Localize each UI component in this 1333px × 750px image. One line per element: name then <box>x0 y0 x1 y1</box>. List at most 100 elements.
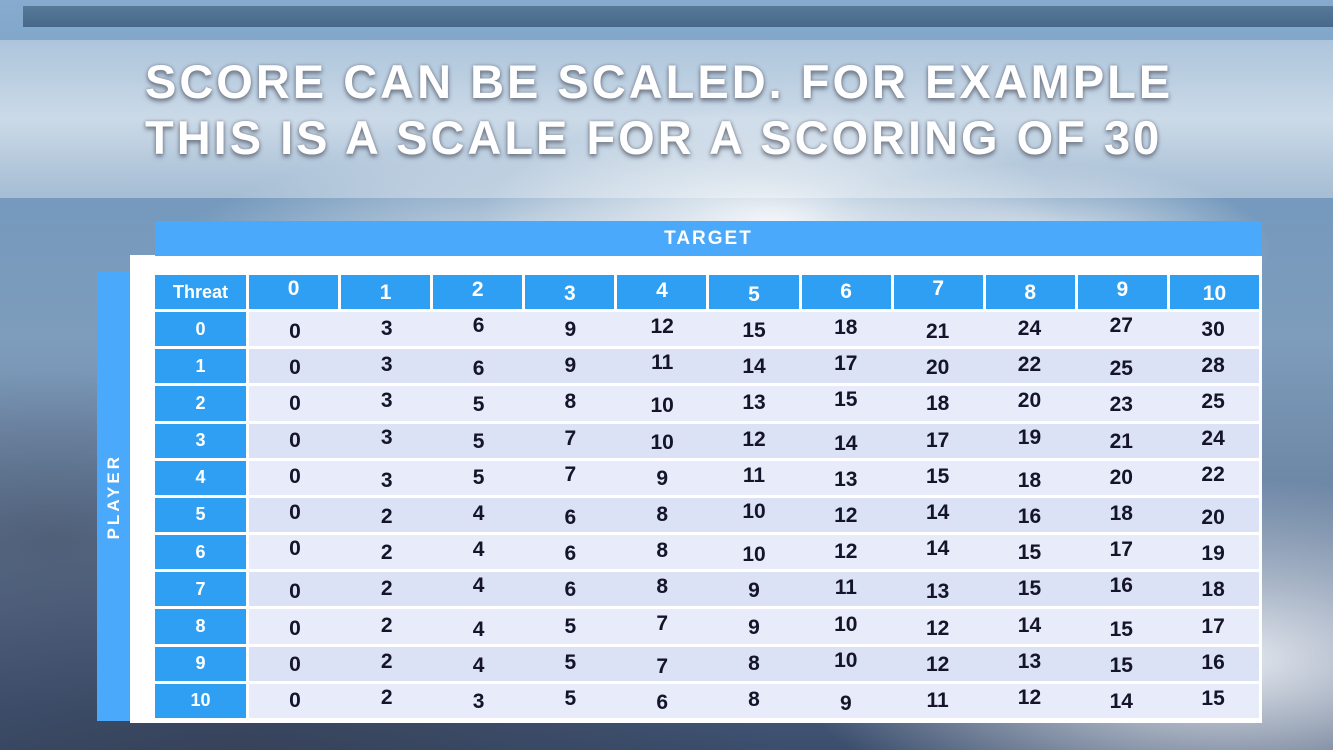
score-cell: 24 <box>1201 426 1225 450</box>
col-header: 1 <box>341 275 431 309</box>
row-header: 0 <box>155 312 246 347</box>
score-cell: 20 <box>1017 389 1042 413</box>
score-row: 0 2 4 5 7 8 10 12 13 15 16 <box>249 646 1259 681</box>
player-axis-header: PLAYER <box>97 272 130 721</box>
score-cell: 7 <box>656 654 669 678</box>
score-cell: 3 <box>380 317 393 341</box>
score-cell: 17 <box>1201 614 1225 638</box>
score-cell: 6 <box>472 314 485 338</box>
row-header: 10 <box>155 683 246 718</box>
score-cell: 16 <box>1201 650 1225 674</box>
score-cell: 2 <box>380 577 393 601</box>
score-cell: 7 <box>564 462 577 486</box>
slide-title-line1: SCORE CAN BE SCALED. FOR EXAMPLE <box>145 55 1174 108</box>
score-cell: 15 <box>1017 541 1042 565</box>
score-cell: 13 <box>925 580 950 604</box>
score-cell: 10 <box>650 430 674 454</box>
col-header-label: 4 <box>656 279 668 302</box>
score-cell: 27 <box>1109 314 1133 338</box>
score-cell: 14 <box>925 500 950 524</box>
score-cell: 0 <box>289 580 301 604</box>
score-cell: 4 <box>472 653 485 677</box>
score-cell: 6 <box>564 505 577 529</box>
score-cell: 15 <box>1017 577 1042 601</box>
score-cell: 12 <box>834 503 858 527</box>
score-cell: 5 <box>564 686 577 710</box>
score-cell: 6 <box>564 542 577 566</box>
score-cell: 18 <box>1109 501 1133 525</box>
score-row: 0 3 5 8 10 13 15 18 20 23 25 <box>249 386 1259 421</box>
col-header-label: 10 <box>1202 282 1227 305</box>
row-header: 7 <box>155 572 246 607</box>
score-row: 0 2 3 5 6 8 9 11 12 14 15 <box>249 683 1259 718</box>
score-row: 0 3 6 9 11 14 17 20 22 25 28 <box>249 349 1259 384</box>
score-cell: 4 <box>472 538 485 562</box>
score-cell: 9 <box>748 579 760 603</box>
score-cell: 4 <box>472 501 485 525</box>
score-cell: 19 <box>1017 425 1042 449</box>
score-cell: 12 <box>834 540 858 564</box>
score-cell: 5 <box>472 465 485 489</box>
col-header: 7 <box>893 275 983 309</box>
score-cell: 0 <box>289 500 301 524</box>
score-cell: 18 <box>1201 578 1225 602</box>
col-header-label: 7 <box>932 277 945 300</box>
row-header: 4 <box>155 460 246 495</box>
score-cell: 10 <box>834 648 858 672</box>
score-cell: 20 <box>1109 465 1133 489</box>
score-cell: 0 <box>289 356 301 380</box>
score-cell: 24 <box>1017 317 1042 341</box>
score-cell: 15 <box>1201 686 1225 710</box>
score-cell: 13 <box>1017 649 1042 673</box>
score-cell: 21 <box>1109 429 1133 453</box>
score-cell: 3 <box>380 468 393 492</box>
score-cell: 12 <box>1017 685 1042 709</box>
score-cell: 30 <box>1201 318 1225 342</box>
score-cell: 9 <box>656 466 669 490</box>
score-cell: 0 <box>289 616 301 640</box>
row-header: 5 <box>155 497 246 533</box>
score-cell: 13 <box>742 391 766 415</box>
score-cell: 12 <box>650 315 674 339</box>
score-cell: 2 <box>380 649 393 673</box>
col-header: 4 <box>617 275 707 309</box>
score-cell: 20 <box>1201 505 1225 529</box>
score-cell: 5 <box>564 650 577 674</box>
score-cell: 18 <box>1017 468 1042 492</box>
col-header-label: 0 <box>287 277 300 300</box>
score-cell: 11 <box>651 351 674 375</box>
slide-title-line2: THIS IS A SCALE FOR A SCORING OF 30 <box>145 111 1163 165</box>
score-cell: 10 <box>834 612 858 636</box>
score-row: 0 2 4 6 8 10 12 14 15 17 19 <box>249 535 1259 570</box>
row-header: 6 <box>155 535 246 570</box>
score-cell: 14 <box>1109 689 1133 713</box>
corner-header-threat: Threat <box>155 275 246 309</box>
score-cell: 7 <box>564 426 577 450</box>
col-header-label: 6 <box>840 280 852 303</box>
score-cell: 2 <box>380 613 393 637</box>
score-cell: 12 <box>925 616 950 640</box>
score-row: 0 3 5 7 9 11 13 15 18 20 22 <box>249 460 1259 495</box>
score-cell: 18 <box>925 392 950 416</box>
score-cell: 15 <box>1109 653 1133 677</box>
score-cell: 13 <box>834 467 858 491</box>
score-cell: 14 <box>925 537 950 561</box>
score-cell: 25 <box>1109 357 1133 381</box>
col-header: 3 <box>525 275 615 309</box>
col-header: 2 <box>433 275 523 309</box>
target-axis-label: TARGET <box>664 227 753 249</box>
score-cell: 8 <box>656 575 669 599</box>
score-cell: 0 <box>289 464 301 488</box>
col-header: 5 <box>709 275 799 309</box>
score-cell: 8 <box>656 502 669 526</box>
score-cell: 12 <box>742 427 766 451</box>
score-row: 0 2 4 6 8 9 11 13 15 16 18 <box>249 572 1259 607</box>
score-cell: 7 <box>656 611 669 635</box>
score-cell: 11 <box>742 463 766 487</box>
col-header-label: 1 <box>379 281 392 304</box>
row-header: 1 <box>155 349 246 384</box>
title-banner: SCORE CAN BE SCALED. FOR EXAMPLE THIS IS… <box>0 40 1333 198</box>
score-cell: 17 <box>925 428 950 452</box>
slide-title: SCORE CAN BE SCALED. FOR EXAMPLE THIS IS… <box>0 40 1333 167</box>
